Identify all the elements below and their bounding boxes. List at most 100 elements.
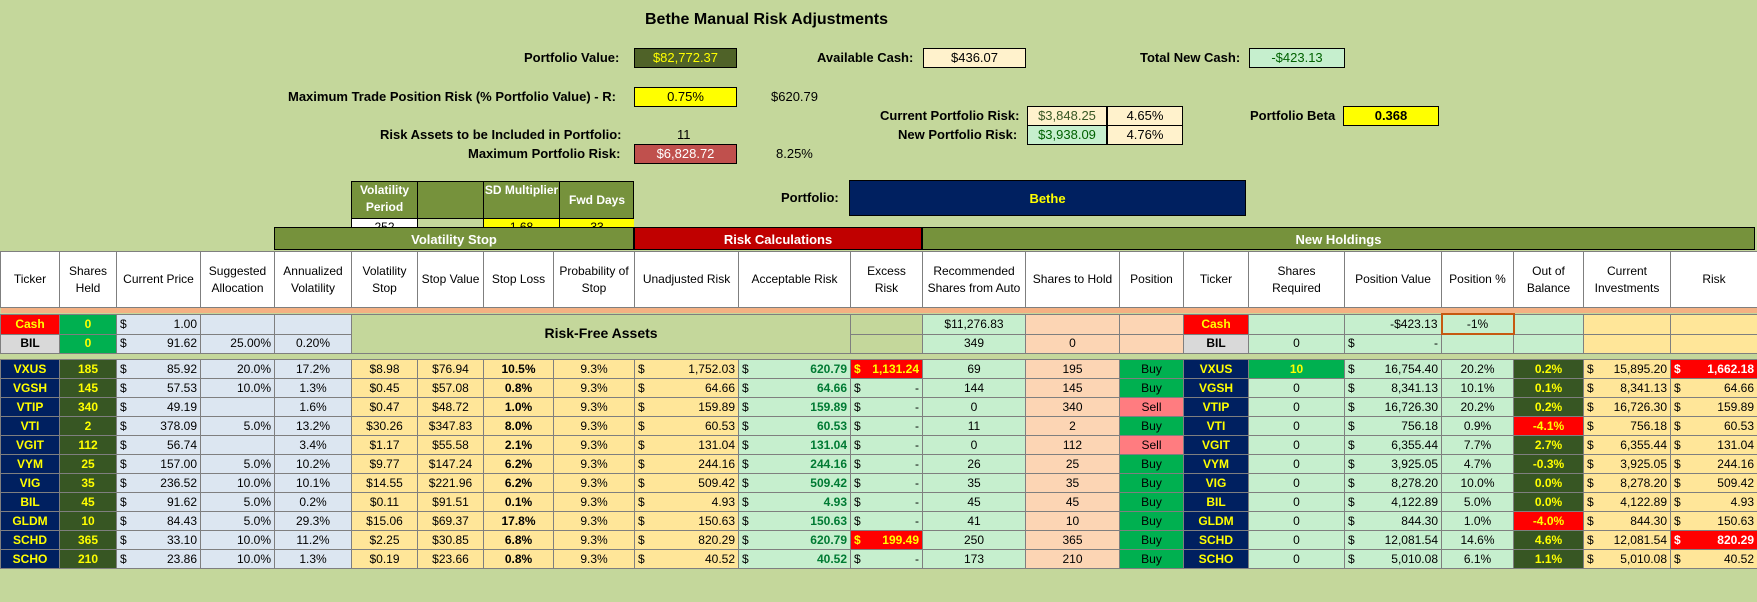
new-risk-pct[interactable]: 4.76% (1107, 125, 1183, 145)
shares-required-cell[interactable]: 10 (1248, 359, 1345, 379)
current-price-cell[interactable]: $57.53 (116, 378, 201, 398)
unadjusted-risk-cell[interactable]: $40.52 (634, 549, 739, 569)
suggested-allocation-cell[interactable]: 20.0% (200, 359, 275, 379)
current-investments-cell[interactable]: $8,341.13 (1583, 378, 1671, 398)
recommended-shares-cell[interactable]: 35 (922, 473, 1026, 493)
ticker-cell[interactable]: SCHO (0, 549, 60, 569)
current-price-cell[interactable]: $1.00 (116, 313, 201, 335)
shares-to-hold-cell[interactable]: 195 (1025, 359, 1120, 379)
recommended-shares-cell[interactable]: $11,276.83 (922, 313, 1026, 335)
current-price-cell[interactable]: $84.43 (116, 511, 201, 531)
probability-of-stop-cell[interactable]: 9.3% (553, 530, 635, 550)
position-value-cell[interactable]: $8,341.13 (1344, 378, 1442, 398)
annualized-volatility-cell[interactable]: 13.2% (274, 416, 352, 436)
annualized-volatility-cell[interactable]: 1.3% (274, 549, 352, 569)
shares-held-cell[interactable]: 112 (59, 435, 117, 455)
ticker-cell[interactable]: VTIP (0, 397, 60, 417)
stop-value-cell[interactable]: $147.24 (417, 454, 484, 474)
shares-required-cell[interactable]: 0 (1248, 378, 1345, 398)
current-investments-cell[interactable]: $8,278.20 (1583, 473, 1671, 493)
stop-value-cell[interactable]: $69.37 (417, 511, 484, 531)
volatility-stop-cell[interactable]: $9.77 (351, 454, 418, 474)
stop-value-cell[interactable]: $55.58 (417, 435, 484, 455)
shares-to-hold-cell[interactable]: 45 (1025, 492, 1120, 512)
probability-of-stop-cell[interactable]: 9.3% (553, 378, 635, 398)
volatility-stop-cell[interactable]: $0.45 (351, 378, 418, 398)
shares-required-cell[interactable]: 0 (1248, 333, 1345, 354)
risk-cell[interactable]: $159.89 (1670, 397, 1757, 417)
current-investments-cell[interactable]: $756.18 (1583, 416, 1671, 436)
suggested-allocation-cell[interactable]: 5.0% (200, 454, 275, 474)
suggested-allocation-cell[interactable]: 10.0% (200, 549, 275, 569)
out-of-balance-cell[interactable]: -0.3% (1513, 454, 1584, 474)
risk-cell[interactable]: $244.16 (1670, 454, 1757, 474)
current-investments-cell[interactable]: $844.30 (1583, 511, 1671, 531)
ticker-2-cell[interactable]: VYM (1183, 454, 1249, 474)
unadjusted-risk-cell[interactable]: $820.29 (634, 530, 739, 550)
current-investments-cell[interactable]: $3,925.05 (1583, 454, 1671, 474)
position-pct-cell[interactable]: 1.0% (1441, 511, 1514, 531)
stop-loss-cell[interactable]: 6.2% (483, 473, 554, 493)
recommended-shares-cell[interactable]: 173 (922, 549, 1026, 569)
current-investments-cell[interactable]: $6,355.44 (1583, 435, 1671, 455)
suggested-allocation-cell[interactable]: 10.0% (200, 378, 275, 398)
shares-held-cell[interactable]: 25 (59, 454, 117, 474)
position-cell[interactable]: Buy (1119, 454, 1184, 474)
shares-to-hold-cell[interactable]: 10 (1025, 511, 1120, 531)
position-pct-cell[interactable]: 7.7% (1441, 435, 1514, 455)
stop-value-cell[interactable]: $221.96 (417, 473, 484, 493)
acceptable-risk-cell[interactable]: $131.04 (738, 435, 851, 455)
annualized-volatility-cell[interactable]: 1.3% (274, 378, 352, 398)
current-price-cell[interactable]: $85.92 (116, 359, 201, 379)
volatility-stop-cell[interactable]: $0.47 (351, 397, 418, 417)
stop-loss-cell[interactable]: 0.1% (483, 492, 554, 512)
ticker-cell[interactable]: VXUS (0, 359, 60, 379)
shares-to-hold-cell[interactable]: 365 (1025, 530, 1120, 550)
volatility-stop-cell[interactable]: $0.19 (351, 549, 418, 569)
acceptable-risk-cell[interactable]: $64.66 (738, 378, 851, 398)
annualized-volatility-cell[interactable]: 10.1% (274, 473, 352, 493)
excess-risk-cell[interactable]: $ - (850, 549, 923, 569)
position-value-cell[interactable]: $756.18 (1344, 416, 1442, 436)
max-trade-risk-pct[interactable]: 0.75% (634, 87, 737, 107)
probability-of-stop-cell[interactable]: 9.3% (553, 359, 635, 379)
acceptable-risk-cell[interactable]: $150.63 (738, 511, 851, 531)
risk-cell[interactable]: $150.63 (1670, 511, 1757, 531)
unadjusted-risk-cell[interactable]: $131.04 (634, 435, 739, 455)
risk-cell[interactable]: $131.04 (1670, 435, 1757, 455)
risk-cell[interactable]: $1,662.18 (1670, 359, 1757, 379)
out-of-balance-cell[interactable]: 4.6% (1513, 530, 1584, 550)
annualized-volatility-cell[interactable]: 11.2% (274, 530, 352, 550)
ticker-2-cell[interactable]: GLDM (1183, 511, 1249, 531)
position-pct-cell[interactable]: 0.9% (1441, 416, 1514, 436)
acceptable-risk-cell[interactable]: $40.52 (738, 549, 851, 569)
position-cell[interactable]: Buy (1119, 492, 1184, 512)
position-cell[interactable]: Buy (1119, 549, 1184, 569)
portfolio-beta[interactable]: 0.368 (1343, 106, 1439, 126)
position-cell[interactable]: Buy (1119, 416, 1184, 436)
acceptable-risk-cell[interactable]: $4.93 (738, 492, 851, 512)
out-of-balance-cell[interactable]: 0.1% (1513, 378, 1584, 398)
ticker-cell[interactable]: VGIT (0, 435, 60, 455)
ticker-2-cell[interactable]: SCHD (1183, 530, 1249, 550)
portfolio-name[interactable]: Bethe (849, 180, 1246, 216)
excess-risk-cell[interactable]: $ - (850, 492, 923, 512)
current-risk-pct[interactable]: 4.65% (1107, 106, 1183, 126)
stop-loss-cell[interactable]: 10.5% (483, 359, 554, 379)
shares-required-cell[interactable]: 0 (1248, 397, 1345, 417)
volatility-stop-cell[interactable]: $14.55 (351, 473, 418, 493)
risk-cell[interactable]: $60.53 (1670, 416, 1757, 436)
out-of-balance-cell[interactable]: 0.2% (1513, 359, 1584, 379)
risk-cell[interactable]: $4.93 (1670, 492, 1757, 512)
recommended-shares-cell[interactable]: 349 (922, 333, 1026, 354)
position-pct-cell[interactable]: 20.2% (1441, 359, 1514, 379)
ticker-2-cell[interactable]: SCHO (1183, 549, 1249, 569)
current-investments-cell[interactable]: $4,122.89 (1583, 492, 1671, 512)
ticker-cell[interactable]: VIG (0, 473, 60, 493)
volatility-stop-cell[interactable]: $0.11 (351, 492, 418, 512)
shares-held-cell[interactable]: 10 (59, 511, 117, 531)
ticker-2-cell[interactable]: VTIP (1183, 397, 1249, 417)
excess-risk-cell[interactable]: $ - (850, 378, 923, 398)
excess-risk-cell[interactable]: $ - (850, 416, 923, 436)
stop-loss-cell[interactable]: 0.8% (483, 378, 554, 398)
